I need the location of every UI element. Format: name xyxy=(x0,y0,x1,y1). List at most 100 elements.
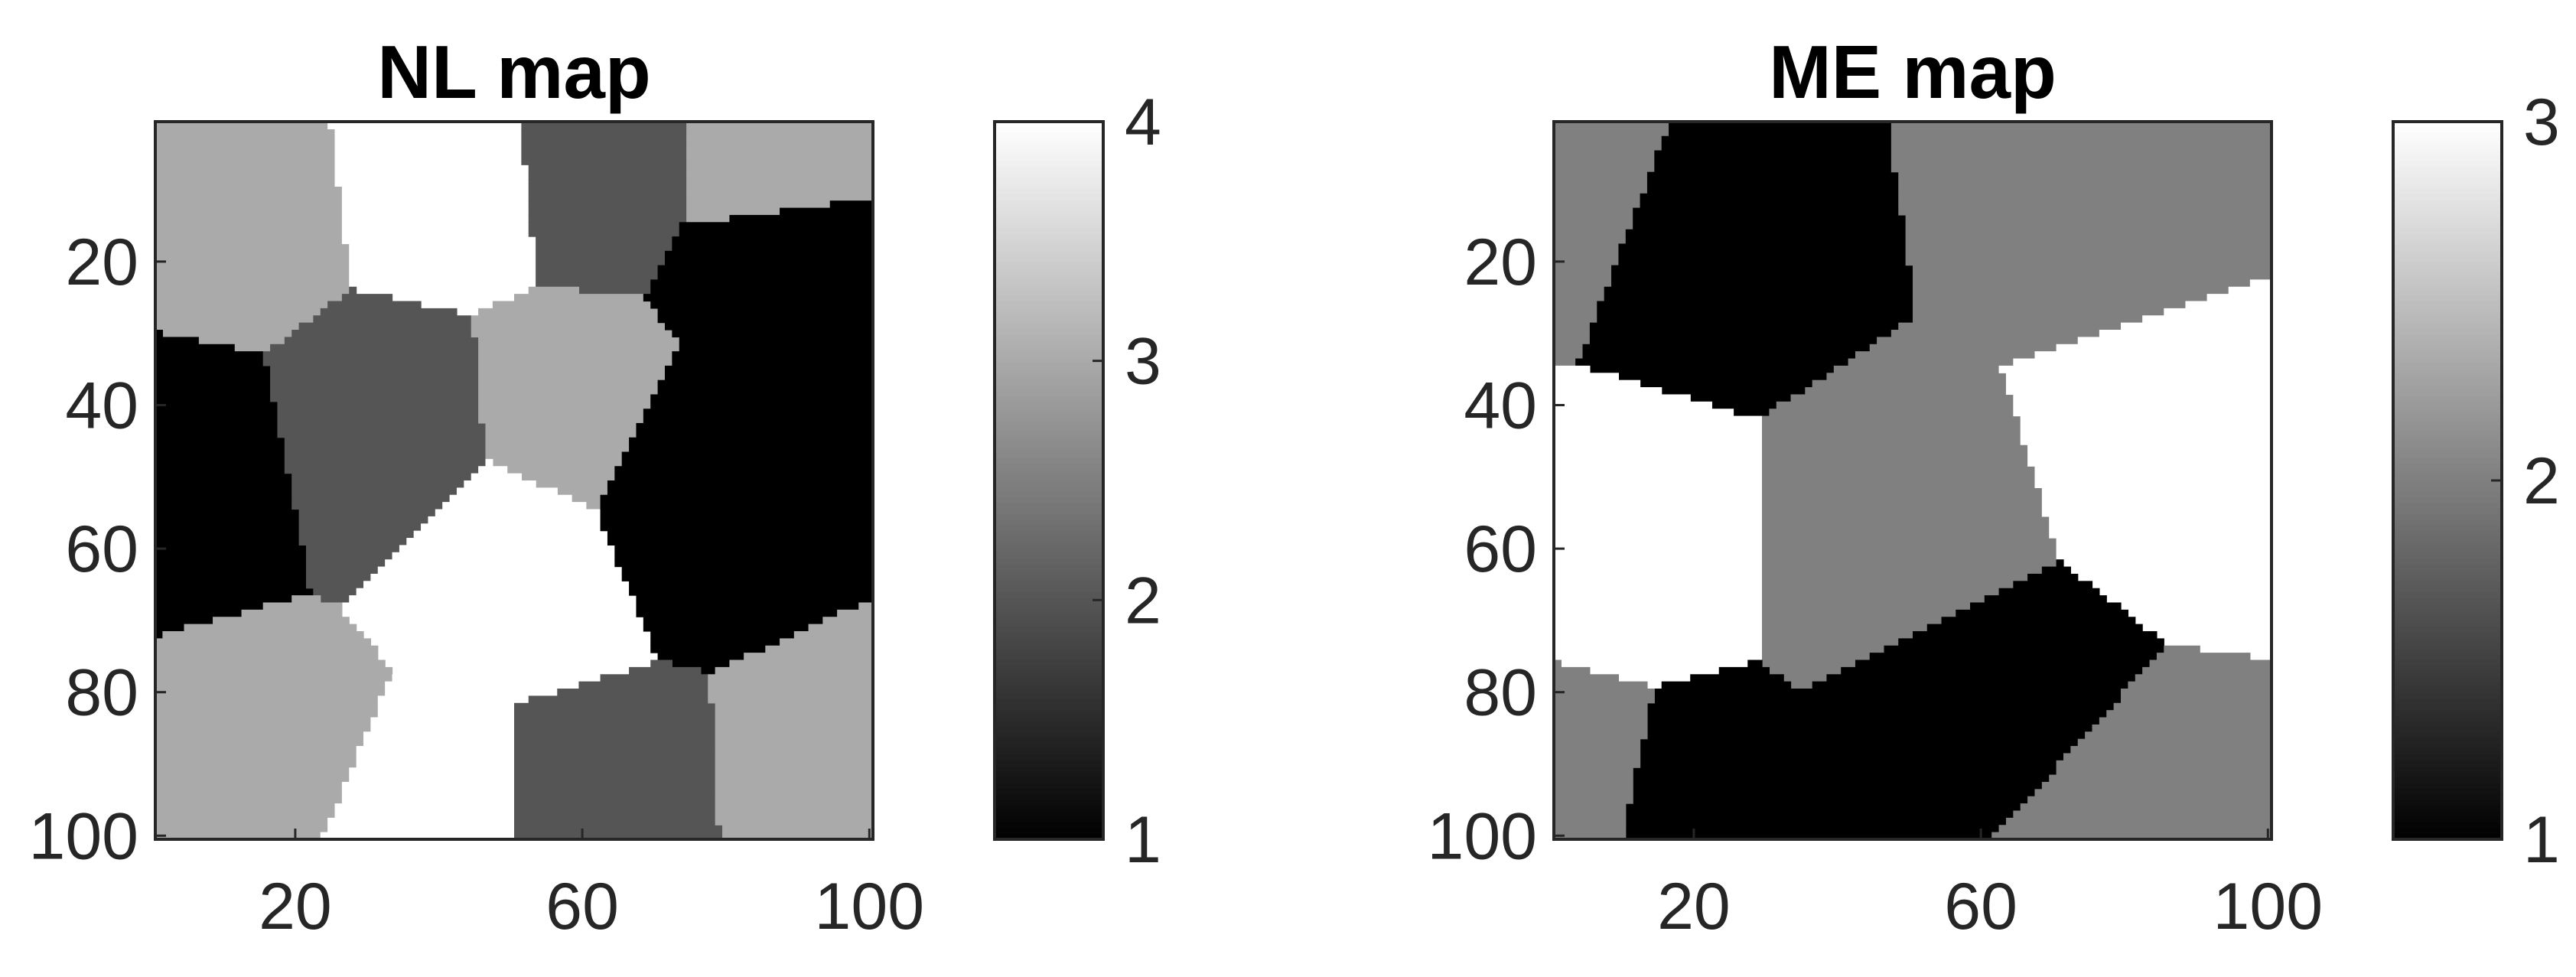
colorbar-step xyxy=(2393,430,2502,437)
heatmap-cell-run xyxy=(298,516,429,524)
heatmap-cell-run xyxy=(650,279,874,288)
heatmap-cell-run xyxy=(650,286,874,295)
heatmap-cell-run xyxy=(672,659,730,668)
heatmap-cell-run xyxy=(657,387,780,396)
colorbar-step xyxy=(2393,250,2502,257)
heatmap-cell-run xyxy=(155,595,292,604)
heatmap-cell-run xyxy=(650,394,795,402)
heatmap-cell-run xyxy=(349,265,536,273)
colorbar-step xyxy=(2393,811,2502,818)
heatmap-cell-run xyxy=(528,214,687,223)
heatmap-cell-run xyxy=(514,767,716,776)
heatmap-cell-run xyxy=(155,193,343,201)
heatmap-cell-run xyxy=(1554,214,1633,223)
colorbar-step xyxy=(2393,289,2502,296)
colorbar-step xyxy=(995,592,1103,599)
heatmap-cell-run xyxy=(2099,588,2272,596)
heatmap-cell-run xyxy=(478,409,644,417)
colorbar-step xyxy=(2393,379,2502,386)
heatmap-cell-run xyxy=(1554,681,1648,689)
heatmap-cell-run xyxy=(607,538,874,546)
colorbar-step xyxy=(995,228,1103,235)
heatmap-cell-run xyxy=(1898,186,2272,194)
colorbar-step xyxy=(995,239,1103,246)
heatmap-cell-run xyxy=(1805,695,2122,704)
heatmap-cell-run xyxy=(155,638,371,646)
colorbar-step xyxy=(2393,553,2502,560)
heatmap-cell-run xyxy=(629,445,874,453)
colorbar-step xyxy=(2393,654,2502,661)
colorbar-step xyxy=(2393,542,2502,549)
heatmap-cell-run xyxy=(708,674,874,682)
heatmap-cell-run xyxy=(664,250,874,259)
heatmap-cell-run xyxy=(2164,645,2200,653)
heatmap-cell-run xyxy=(2056,552,2272,560)
heatmap-cell-run xyxy=(327,817,515,826)
colorbar-step xyxy=(995,530,1103,538)
heatmap-cell-run xyxy=(305,573,371,581)
colorbar-step xyxy=(995,536,1103,543)
heatmap-cell-run xyxy=(536,243,672,252)
heatmap-cell-run xyxy=(514,717,716,725)
heatmap-cell-run xyxy=(155,445,285,453)
heatmap-cell-run xyxy=(334,135,522,144)
heatmap-cell-run xyxy=(578,681,708,689)
heatmap-cell-run xyxy=(2056,344,2272,352)
heatmap-cell-run xyxy=(722,825,874,833)
heatmap-cell-run xyxy=(2063,559,2272,568)
heatmap-cell-run xyxy=(506,466,615,474)
heatmap-cell-run xyxy=(1640,753,1835,761)
heatmap-cell-run xyxy=(521,135,687,144)
heatmap-cell-run xyxy=(155,832,321,840)
heatmap-cell-run xyxy=(155,659,386,668)
heatmap-cell-run xyxy=(1618,258,1907,266)
me-map-title: ME map xyxy=(1769,30,2057,114)
heatmap-cell-run xyxy=(1833,767,2057,776)
heatmap-cell-run xyxy=(155,494,292,503)
heatmap-cell-run xyxy=(155,308,321,316)
colorbar-step xyxy=(995,665,1103,672)
heatmap-cell-run xyxy=(614,552,874,560)
heatmap-cell-run xyxy=(1640,193,1899,201)
heatmap-cell-run xyxy=(298,538,407,546)
heatmap-cell-run xyxy=(385,681,443,689)
heatmap-cell-run xyxy=(1554,193,1641,201)
heatmap-cell-run xyxy=(377,566,623,575)
colorbar-step xyxy=(2393,749,2502,756)
heatmap-cell-run xyxy=(155,552,307,560)
heatmap-cell-run xyxy=(528,179,687,187)
heatmap-cell-run xyxy=(363,738,515,747)
heatmap-cell-run xyxy=(1762,538,2057,546)
heatmap-cell-run xyxy=(657,653,744,661)
heatmap-cell-run xyxy=(629,581,874,589)
heatmap-cell-run xyxy=(600,502,874,510)
heatmap-cell-run xyxy=(349,617,644,625)
colorbar-step xyxy=(995,464,1103,471)
heatmap-cell-run xyxy=(2020,430,2272,438)
heatmap-cell-run xyxy=(1762,624,1928,632)
heatmap-cell-run xyxy=(277,409,479,417)
heatmap-cell-run xyxy=(1554,480,1763,488)
heatmap-cell-run xyxy=(155,738,364,747)
heatmap-cell-run xyxy=(155,337,199,345)
colorbar-step xyxy=(995,469,1103,476)
heatmap-cell-run xyxy=(399,545,615,553)
colorbar-step xyxy=(2393,536,2502,543)
colorbar-tick-label: 2 xyxy=(2523,445,2560,518)
colorbar-step xyxy=(2393,194,2502,201)
heatmap-cell-run xyxy=(1554,638,1763,646)
heatmap-cell-run xyxy=(1790,681,1813,689)
colorbar-step xyxy=(2393,312,2502,319)
heatmap-cell-run xyxy=(277,415,479,424)
colorbar-tick-label: 2 xyxy=(1125,564,1161,637)
heatmap-cell-run xyxy=(341,602,637,611)
heatmap-cell-run xyxy=(514,825,723,833)
heatmap-cell-run xyxy=(514,832,723,840)
colorbar-step xyxy=(2393,760,2502,767)
heatmap-cell-run xyxy=(1913,265,2272,273)
heatmap-cell-run xyxy=(377,695,493,704)
heatmap-cell-run xyxy=(1554,674,1620,682)
colorbar-step xyxy=(2393,620,2502,627)
heatmap-cell-run xyxy=(1869,344,1971,352)
heatmap-cell-run xyxy=(679,337,874,345)
